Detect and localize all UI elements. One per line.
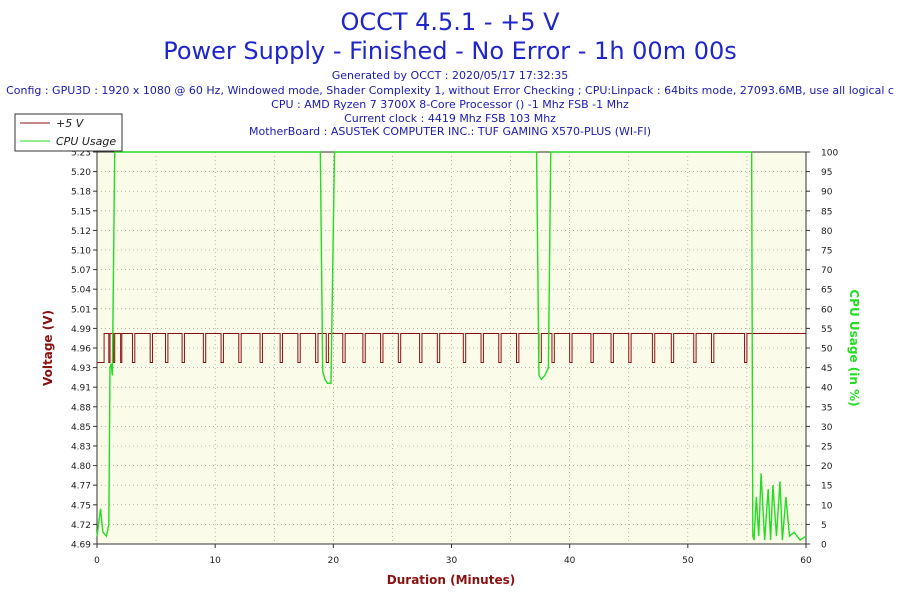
left-tick-label: 5.04 (71, 286, 91, 296)
right-tick-label: 85 (821, 207, 832, 217)
left-tick-label: 4.88 (71, 403, 91, 413)
x-tick-label: 60 (800, 556, 812, 566)
x-tick-label: 20 (328, 556, 340, 566)
left-tick-label: 5.01 (71, 305, 91, 315)
right-tick-label: 75 (821, 247, 832, 257)
series-line-voltage (97, 332, 806, 364)
right-tick-label: 90 (821, 188, 833, 198)
left-tick-label: 4.75 (71, 501, 91, 511)
right-tick-label: 40 (821, 384, 833, 394)
legend-box (14, 113, 123, 152)
legend: +5 V CPU Usage (14, 113, 123, 152)
right-tick-label: 55 (821, 325, 832, 335)
left-tick-label: 5.10 (71, 247, 91, 257)
left-tick-label: 4.72 (71, 521, 91, 531)
left-tick-label: 4.77 (71, 482, 91, 492)
right-tick-label: 70 (821, 266, 833, 276)
right-tick-label: 45 (821, 364, 832, 374)
left-tick-label: 5.23 (71, 149, 91, 159)
left-tick-label: 4.96 (71, 345, 91, 355)
info-line-clock: Current clock : 4419 Mhz FSB 103 Mhz (344, 112, 556, 125)
series-line-cpu (96, 151, 807, 542)
left-tick-label: 4.91 (71, 384, 91, 394)
left-tick-label: 4.83 (71, 443, 91, 453)
right-tick-label: 60 (821, 305, 833, 315)
info-line-motherboard: MotherBoard : ASUSTeK COMPUTER INC.: TUF… (249, 125, 651, 138)
left-tick-label: 4.80 (71, 462, 91, 472)
right-axis-ticks: 0 5 10 15 20 25 30 35 40 45 50 55 60 65 70 75 80 85 90 95 10… (806, 149, 838, 551)
right-tick-label: 20 (821, 462, 833, 472)
left-tick-label: 4.69 (71, 541, 91, 551)
right-tick-label: 10 (821, 501, 833, 511)
right-tick-label: 25 (821, 443, 832, 453)
x-tick-label: 10 (209, 556, 221, 566)
left-tick-label: 5.15 (71, 207, 91, 217)
chart-subtitle: Power Supply - Finished - No Error - 1h … (163, 37, 737, 65)
left-tick-label: 5.07 (71, 266, 91, 276)
left-tick-label: 5.18 (71, 188, 91, 198)
right-tick-label: 50 (821, 345, 833, 355)
x-tick-label: 40 (564, 556, 576, 566)
right-tick-label: 0 (821, 541, 827, 551)
right-tick-label: 5 (821, 521, 827, 531)
info-line-config: Config : GPU3D : 1920 x 1080 @ 60 Hz, Wi… (6, 84, 894, 97)
left-tick-label: 4.93 (71, 364, 91, 374)
x-axis-label: Duration (Minutes) (387, 573, 515, 587)
right-tick-label: 35 (821, 403, 832, 413)
left-tick-label: 4.85 (71, 423, 91, 433)
legend-label-cpu: CPU Usage (56, 135, 116, 148)
info-line-generated: Generated by OCCT : 2020/05/17 17:32:35 (332, 69, 569, 82)
right-axis-label: CPU Usage (in %) (847, 289, 861, 406)
info-line-cpu: CPU : AMD Ryzen 7 3700X 8-Core Processor… (271, 98, 629, 111)
x-tick-label: 30 (446, 556, 458, 566)
left-tick-label: 4.99 (71, 325, 91, 335)
series-layer (96, 151, 807, 542)
x-tick-label: 50 (682, 556, 694, 566)
chart-title: OCCT 4.5.1 - +5 V (340, 8, 560, 36)
legend-label-voltage: +5 V (56, 117, 85, 130)
right-tick-label: 15 (821, 482, 832, 492)
right-tick-label: 100 (821, 149, 838, 159)
x-axis-ticks: 0 10 20 30 40 50 60 (94, 544, 812, 566)
right-tick-label: 65 (821, 286, 832, 296)
left-tick-label: 5.12 (71, 227, 91, 237)
right-tick-label: 95 (821, 168, 832, 178)
left-tick-label: 5.20 (71, 168, 91, 178)
left-axis-ticks: 4.69 4.72 4.75 4.77 4.80 4.83 4.85 4.88 4.91 4.93… (71, 149, 97, 551)
right-tick-label: 30 (821, 423, 833, 433)
x-tick-label: 0 (94, 556, 100, 566)
right-tick-label: 80 (821, 227, 833, 237)
left-axis-label: Voltage (V) (41, 310, 55, 386)
